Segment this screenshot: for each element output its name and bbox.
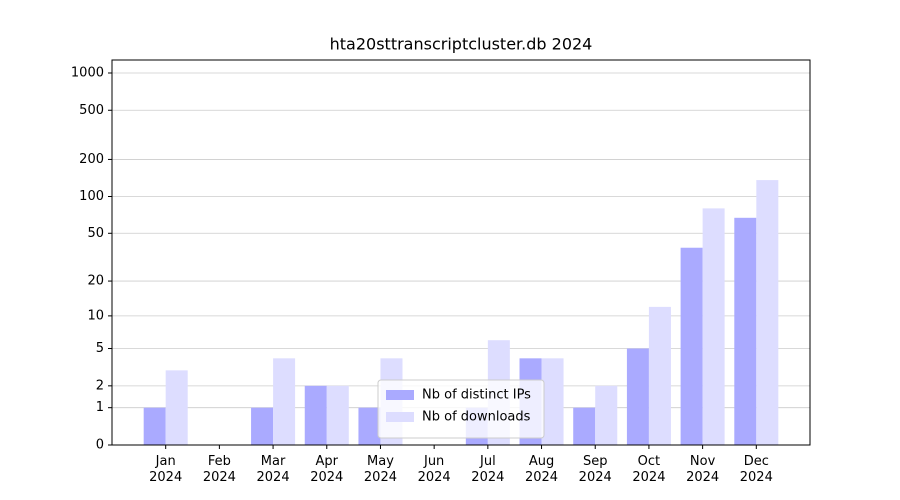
plot-frame <box>111 59 811 446</box>
y-tick-label: 100 <box>79 189 104 204</box>
bar <box>273 358 296 445</box>
bar <box>541 358 564 445</box>
x-tick-label: Feb 2024 <box>203 454 236 485</box>
bar <box>326 385 349 445</box>
y-tick-label: 20 <box>87 274 104 289</box>
y-tick-label: 2 <box>96 378 104 393</box>
bar <box>626 348 649 445</box>
x-tick-label: Sep 2024 <box>579 454 612 485</box>
bar <box>702 208 725 445</box>
x-tick-label: May 2024 <box>364 454 397 485</box>
x-tick-label: Apr 2024 <box>310 454 343 485</box>
bar <box>680 247 703 445</box>
legend: Nb of distinct IPs Nb of downloads <box>377 379 545 439</box>
y-tick-label: 500 <box>79 103 104 118</box>
legend-label: Nb of distinct IPs <box>422 388 531 403</box>
x-tick-label: Nov 2024 <box>686 454 719 485</box>
bar <box>734 217 757 445</box>
bar <box>756 180 779 445</box>
legend-box <box>377 379 545 439</box>
x-tick-label: Jun 2024 <box>418 454 451 485</box>
bar <box>143 407 166 445</box>
chart-title: hta20sttranscriptcluster.db 2024 <box>330 35 593 54</box>
legend-label: Nb of downloads <box>422 410 531 425</box>
x-tick-label: Oct 2024 <box>632 454 665 485</box>
x-tick-label: Aug 2024 <box>525 454 558 485</box>
x-tick-label: Jul 2024 <box>471 454 504 485</box>
bar <box>304 385 327 445</box>
x-tick-label: Jan 2024 <box>149 454 182 485</box>
bar <box>573 407 596 445</box>
x-tick-label: Dec 2024 <box>740 454 773 485</box>
y-tick-label: 10 <box>87 308 104 323</box>
y-tick-label: 5 <box>96 341 104 356</box>
y-tick-label: 1 <box>96 400 104 415</box>
y-tick-label: 1000 <box>71 65 104 80</box>
y-tick-label: 0 <box>96 438 104 453</box>
y-tick-label: 50 <box>87 226 104 241</box>
bar <box>648 306 671 445</box>
legend-swatch <box>386 412 414 422</box>
y-tick-label: 200 <box>79 152 104 167</box>
legend-swatch <box>386 390 414 400</box>
bar <box>358 407 381 445</box>
x-tick-label: Mar 2024 <box>257 454 290 485</box>
bar <box>165 370 188 445</box>
bar <box>595 385 618 445</box>
bar <box>251 407 274 445</box>
